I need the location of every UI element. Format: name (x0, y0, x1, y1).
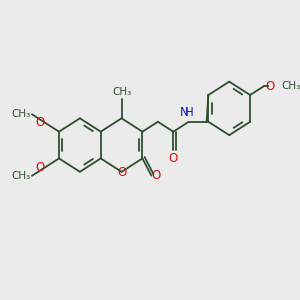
Text: O: O (266, 80, 275, 93)
Text: CH₃: CH₃ (281, 81, 300, 91)
Text: O: O (35, 116, 44, 129)
Text: O: O (117, 166, 126, 179)
Text: CH₃: CH₃ (11, 171, 30, 181)
Text: O: O (35, 161, 44, 174)
Text: O: O (169, 152, 178, 166)
Text: H: H (184, 106, 193, 119)
Text: O: O (151, 169, 160, 182)
Text: CH₃: CH₃ (11, 109, 30, 119)
Text: N: N (180, 106, 189, 119)
Text: CH₃: CH₃ (112, 88, 131, 98)
